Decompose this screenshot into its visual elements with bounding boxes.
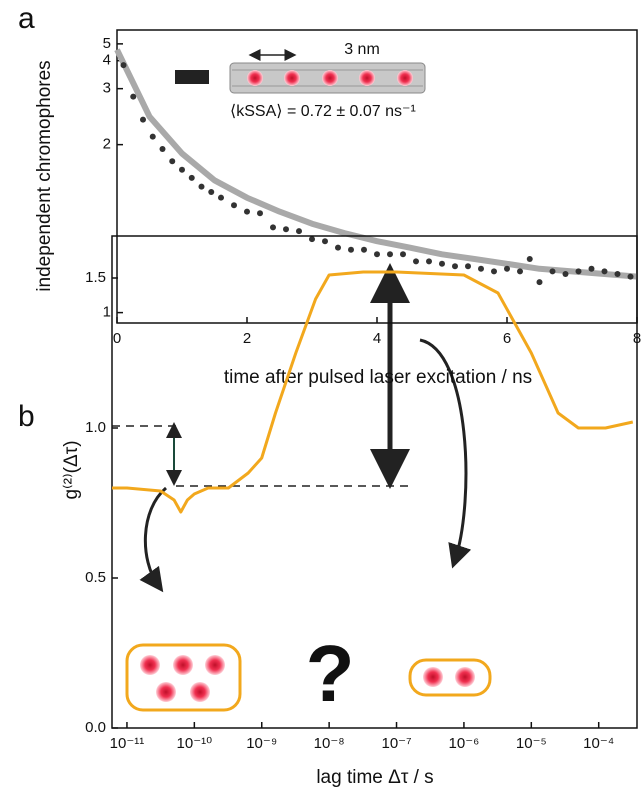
data-point xyxy=(562,270,569,277)
data-point xyxy=(601,268,608,275)
data-point xyxy=(588,265,595,272)
data-point xyxy=(149,133,156,140)
y-tick-label: 1.5 xyxy=(85,269,106,286)
data-point xyxy=(387,251,393,258)
x-tick-label: 10⁻⁹ xyxy=(246,735,277,752)
annotation: ⟨kSSA⟩ = 0.72 ± 0.07 ns⁻¹ xyxy=(230,103,416,120)
data-point xyxy=(140,116,146,123)
data-point xyxy=(400,251,406,258)
data-point xyxy=(283,226,289,233)
annotation: 3 nm xyxy=(344,41,380,58)
data-point xyxy=(536,279,543,286)
x-tick-label: 10⁻⁴ xyxy=(583,735,614,752)
x-tick-label: 10⁻⁸ xyxy=(314,735,345,752)
y-axis-title: independent chromophores xyxy=(34,60,55,291)
x-axis-title: time after pulsed laser excitation / ns xyxy=(224,367,532,388)
x-tick-label: 10⁻⁶ xyxy=(449,735,480,752)
panel-label: a xyxy=(18,2,35,35)
data-point xyxy=(218,194,224,201)
data-point xyxy=(413,258,419,265)
data-point xyxy=(517,268,523,275)
data-point xyxy=(188,174,195,181)
data-point xyxy=(322,238,328,245)
data-point xyxy=(296,228,302,235)
data-point xyxy=(348,246,354,253)
annotation: ? xyxy=(306,629,355,718)
data-point xyxy=(374,251,380,258)
y-tick-label: 1 xyxy=(103,304,111,321)
data-point xyxy=(120,62,127,69)
data-point xyxy=(549,268,556,275)
panel-label: b xyxy=(18,400,35,433)
data-line xyxy=(112,270,634,514)
data-point xyxy=(198,183,205,190)
data-point xyxy=(270,224,276,231)
data-point xyxy=(169,158,176,165)
data-point xyxy=(478,265,484,272)
y-tick-label: 3 xyxy=(103,80,111,97)
data-point xyxy=(159,145,166,152)
data-point xyxy=(526,255,533,262)
data-point xyxy=(504,265,510,272)
y-tick-label: 4 xyxy=(103,52,111,69)
x-tick-label: 10⁻⁷ xyxy=(382,735,412,752)
data-point xyxy=(231,202,237,209)
x-tick-label: 10⁻⁵ xyxy=(516,735,547,752)
data-point xyxy=(465,263,471,270)
x-tick-label: 2 xyxy=(243,330,251,347)
data-point xyxy=(208,189,215,196)
data-point xyxy=(361,246,367,253)
data-point xyxy=(426,258,432,265)
x-tick-label: 0 xyxy=(113,330,121,347)
y-tick-label: 0.5 xyxy=(85,569,106,586)
data-point xyxy=(244,208,250,215)
data-point xyxy=(575,268,582,275)
nanotube-inset xyxy=(175,49,426,94)
y-tick-label: 5 xyxy=(103,35,111,52)
x-axis-title: lag time Δτ / s xyxy=(316,767,433,788)
data-point xyxy=(179,166,185,173)
x-tick-label: 4 xyxy=(373,330,381,347)
y-tick-label: 1.0 xyxy=(85,419,106,436)
y-tick-label: 2 xyxy=(103,136,111,153)
data-point xyxy=(335,244,341,251)
data-point xyxy=(309,236,315,243)
plot-frame xyxy=(111,235,638,729)
x-tick-label: 10⁻¹⁰ xyxy=(177,735,213,752)
data-point xyxy=(130,93,137,100)
data-point xyxy=(614,270,621,277)
data-point xyxy=(452,263,458,270)
x-tick-label: 6 xyxy=(503,330,511,347)
data-point xyxy=(439,260,445,267)
y-axis-title: g⁽²⁾(Δτ) xyxy=(61,440,82,499)
data-point xyxy=(491,268,497,275)
panel-b-decor xyxy=(112,263,492,712)
x-tick-label: 10⁻¹¹ xyxy=(110,735,145,752)
data-point xyxy=(627,273,634,280)
data-point xyxy=(257,210,263,217)
y-tick-label: 0.0 xyxy=(85,719,106,736)
